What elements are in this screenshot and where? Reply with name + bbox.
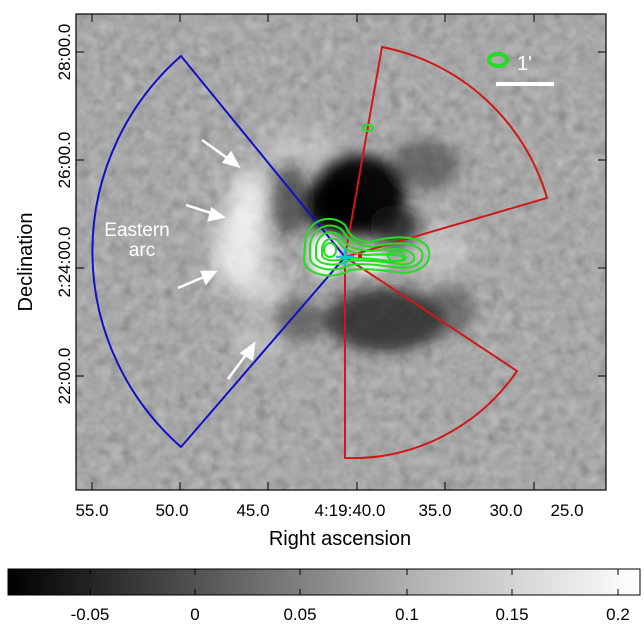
- eastern-arc-label-line2: arc: [129, 240, 155, 261]
- arc-arrows: [177, 138, 256, 380]
- colorbar-tick-label: 0.2: [606, 605, 630, 624]
- ra-tick-label: 25.0: [550, 501, 583, 520]
- x-axis-label: Right ascension: [269, 528, 411, 550]
- residual-image: Eastern arc 1': [76, 14, 606, 490]
- northwest-sector: [343, 45, 549, 259]
- y-axis-label: Declination: [15, 213, 37, 312]
- image-frame: [75, 13, 607, 491]
- ra-tick-labels: 55.0 50.0 45.0 4:19:40.0 35.0 30.0 25.0: [75, 501, 583, 520]
- ra-tick-label: 35.0: [418, 501, 451, 520]
- ra-tick-label: 30.0: [489, 501, 522, 520]
- dec-tick-marks: [76, 51, 606, 377]
- colorbar: -0.05 0 0.05 0.1 0.15 0.2: [7, 568, 641, 624]
- colorbar-tick-label: 0: [190, 605, 199, 624]
- ra-tick-label: 50.0: [155, 501, 188, 520]
- center-cross-marker: [336, 248, 354, 266]
- eastern-arc-label: Eastern: [104, 220, 169, 241]
- arrow-icon: [185, 203, 226, 222]
- ra-tick-label: 45.0: [236, 501, 269, 520]
- arrow-icon: [201, 138, 241, 169]
- colorbar-tick-label: 0.1: [395, 605, 419, 624]
- dec-tick-labels: 28:00.0 26:00.0 2:24:00.0 22:00.0: [55, 24, 74, 405]
- colorbar-tick-labels: -0.05 0 0.05 0.1 0.15 0.2: [71, 605, 630, 624]
- ra-tick-marks: [91, 14, 535, 490]
- colorbar-gradient: [7, 568, 641, 596]
- colorbar-tick-label: -0.05: [71, 605, 110, 624]
- colorbar-tick-label: 0.15: [495, 605, 528, 624]
- dec-tick-label: 2:24:00.0: [55, 227, 74, 298]
- colorbar-ticks: [89, 569, 619, 595]
- arrow-icon: [177, 270, 218, 290]
- southwest-sector: [344, 255, 519, 460]
- scalebar-label: 1': [517, 53, 532, 75]
- beam-ellipse: [487, 52, 509, 68]
- dec-tick-label: 26:00.0: [55, 132, 74, 189]
- eastern-arc-emission: [214, 130, 470, 355]
- ra-tick-label: 4:19:40.0: [315, 501, 386, 520]
- dec-tick-label: 28:00.0: [55, 24, 74, 81]
- eastern-sector: [91, 54, 347, 449]
- ra-tick-label: 55.0: [75, 501, 108, 520]
- dec-tick-label: 22:00.0: [55, 348, 74, 405]
- red-dot: [358, 254, 362, 258]
- arrow-icon: [226, 341, 256, 380]
- colorbar-tick-label: 0.05: [283, 605, 316, 624]
